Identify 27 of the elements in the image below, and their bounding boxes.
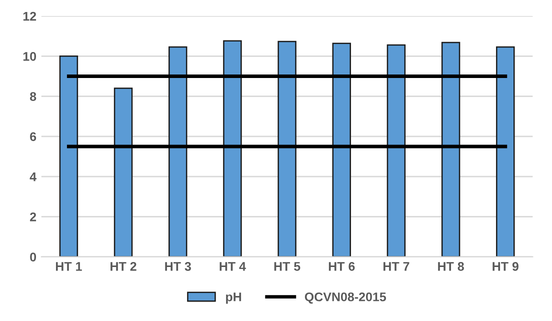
legend-label: QCVN08-2015 (304, 292, 386, 304)
x-tick-label: HT 9 (492, 262, 518, 271)
x-tick-label: HT 5 (274, 262, 300, 271)
x-tick-label: HT 1 (56, 262, 82, 271)
bar (278, 40, 296, 257)
y-tick-label: 8 (30, 92, 36, 101)
y-tick-label: 12 (23, 12, 36, 21)
bar (496, 46, 515, 257)
x-tick-label: HT 3 (165, 262, 191, 271)
bar (441, 42, 460, 257)
y-tick-label: 0 (30, 252, 36, 262)
y-tick-label: 6 (30, 132, 36, 142)
x-tick-label: HT 2 (110, 262, 136, 271)
bar (223, 40, 242, 257)
legend-label: pH (226, 292, 242, 304)
y-tick-label: 4 (30, 172, 36, 182)
bar (332, 42, 351, 257)
bar (59, 56, 78, 257)
y-tick-label: 2 (30, 212, 36, 222)
bar (168, 46, 188, 257)
x-tick-label: HT 8 (438, 262, 464, 271)
y-tick-label: 10 (23, 52, 36, 61)
bar (386, 44, 406, 257)
x-tick-label: HT 7 (384, 262, 410, 271)
bar (114, 88, 133, 257)
x-tick-label: HT 4 (220, 262, 246, 271)
x-tick-label: HT 6 (328, 262, 355, 271)
